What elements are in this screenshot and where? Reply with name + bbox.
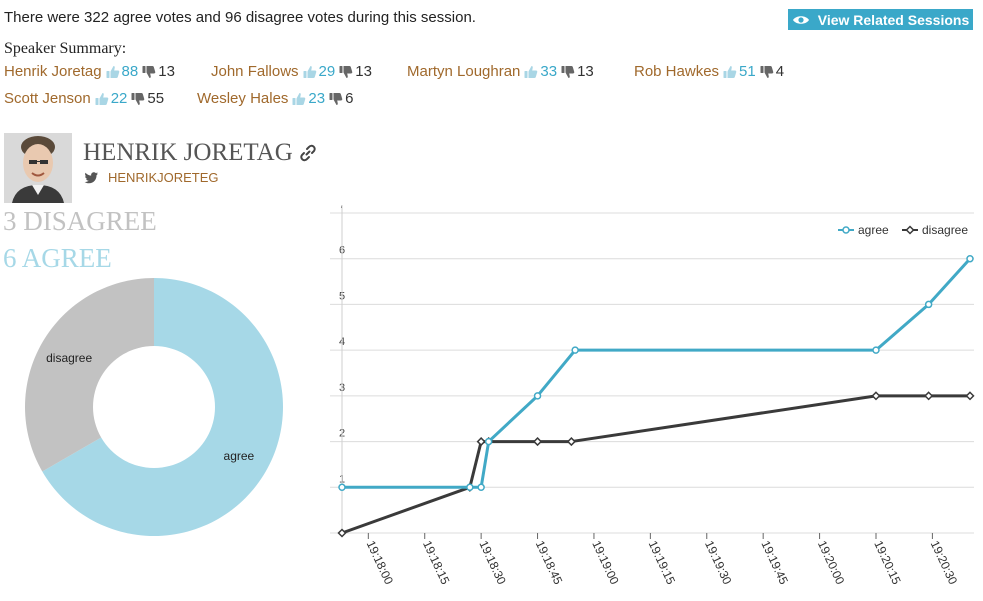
x-tick-label: 19:20:00 (815, 538, 848, 587)
data-point-disagree (965, 391, 975, 401)
data-point-agree (338, 483, 346, 492)
data-point-disagree (476, 437, 486, 447)
thumbs-down-icon (131, 92, 145, 105)
thumbs-down-icon (760, 65, 774, 78)
speaker-name-link[interactable]: Rob Hawkes (634, 63, 720, 80)
data-point-agree (872, 346, 880, 354)
speaker-disagree-count: 13 (355, 63, 372, 80)
speaker-agree-count: 23 (308, 90, 326, 107)
twitter-handle: HENRIKJORETEG (108, 170, 219, 185)
speaker-name-link[interactable]: Martyn Loughran (407, 63, 521, 80)
speaker-name-link[interactable]: John Fallows (211, 63, 299, 80)
speaker-agree-count: 88 (121, 63, 139, 80)
speaker-agree-count: 29 (318, 63, 336, 80)
speaker-summary-item: Wesley Hales 23 6 (197, 90, 353, 107)
series-line-disagree (341, 394, 970, 535)
votes-over-time-chart: 123456719:18:0019:18:1519:18:3019:18:451… (330, 205, 975, 587)
speaker-avatar (4, 133, 72, 203)
thumbs-up-icon (723, 65, 737, 78)
data-point-agree (966, 254, 974, 263)
thumbs-up-icon (95, 92, 109, 105)
twitter-icon (84, 171, 98, 183)
link-icon[interactable] (299, 144, 317, 162)
view-related-sessions-label: View Related Sessions (817, 11, 970, 28)
x-tick-label: 19:20:30 (928, 538, 961, 587)
data-point-disagree (337, 528, 347, 538)
thumbs-down-icon (561, 65, 575, 78)
speaker-disagree-count: 13 (158, 63, 175, 80)
data-point-agree (484, 437, 493, 446)
speaker-disagree-count: 4 (775, 63, 785, 80)
x-tick-label: 19:18:45 (533, 538, 566, 587)
thumbs-up-icon (524, 65, 538, 78)
x-tick-label: 19:19:15 (646, 538, 679, 587)
speaker-disagree-count: 55 (147, 90, 165, 107)
data-point-agree (571, 346, 579, 354)
data-point-disagree (532, 437, 543, 447)
legend-label-disagree: disagree (922, 223, 968, 237)
data-point-disagree (871, 391, 881, 401)
speaker-agree-count: 33 (540, 63, 558, 80)
speaker-name-link[interactable]: Henrik Joretag (4, 63, 102, 80)
thumbs-up-icon (106, 65, 119, 78)
data-point-disagree (924, 391, 934, 401)
x-tick-label: 19:18:00 (364, 538, 397, 587)
donut-label-disagree: disagree (46, 351, 92, 365)
donut-slice-agree (42, 278, 284, 536)
legend-label-agree: agree (858, 223, 889, 237)
view-related-sessions-button[interactable]: View Related Sessions (788, 9, 973, 30)
speaker-name-link[interactable]: Scott Jenson (4, 90, 91, 107)
thumbs-down-icon (142, 65, 156, 78)
speaker-disagree-count: 6 (345, 90, 354, 107)
speaker-summary-title: Speaker Summary: (4, 40, 127, 57)
series-line-agree (342, 257, 972, 489)
session-vote-summary: There were 322 agree votes and 96 disagr… (4, 9, 476, 26)
x-tick-label: 19:19:00 (589, 538, 622, 587)
thumbs-up-icon (303, 65, 316, 78)
x-tick-label: 19:18:15 (420, 538, 453, 587)
data-point-disagree (566, 437, 576, 447)
chart-legend[interactable]: agree disagree (838, 223, 968, 237)
thumbs-down-icon (339, 65, 353, 78)
speaker-profile-name: HENRIK JORETAG (83, 139, 317, 167)
donut-slice-disagree (25, 278, 155, 472)
speaker-summary-item: Scott Jenson 22 55 (4, 90, 164, 107)
x-tick-label: 19:19:45 (758, 538, 791, 587)
data-point-agree (533, 392, 542, 400)
legend-marker-agree (842, 226, 850, 234)
speaker-disagree-count: 13 (577, 63, 594, 80)
eye-icon (792, 15, 809, 24)
data-point-agree (466, 483, 474, 492)
agree-total: 6 AGREE (3, 243, 112, 273)
x-tick-label: 19:19:30 (702, 538, 735, 587)
thumbs-down-icon (329, 92, 343, 105)
vote-donut-chart: agree disagree (25, 278, 284, 536)
x-tick-label: 19:18:30 (476, 538, 509, 587)
speaker-summary-item: Henrik Joretag 88 13 (4, 63, 175, 80)
disagree-total: 3 DISAGREE (3, 206, 157, 236)
x-tick-label: 19:20:15 (871, 538, 904, 587)
thumbs-up-icon (292, 92, 306, 105)
legend-marker-disagree (905, 225, 915, 235)
speaker-twitter-link[interactable]: HENRIKJORETEG (84, 170, 219, 185)
speaker-agree-count: 51 (739, 63, 756, 80)
speaker-agree-count: 22 (110, 90, 128, 107)
speaker-name-text: HENRIK JORETAG (83, 139, 293, 166)
data-point-agree (477, 483, 485, 492)
speaker-name-link[interactable]: Wesley Hales (197, 90, 289, 107)
speaker-summary-item: John Fallows 29 13 (211, 63, 372, 80)
data-point-agree (924, 300, 933, 309)
speaker-summary-item: Martyn Loughran 33 13 (407, 63, 594, 80)
donut-label-agree: agree (224, 449, 255, 463)
speaker-summary-item: Rob Hawkes 51 4 (634, 63, 784, 80)
